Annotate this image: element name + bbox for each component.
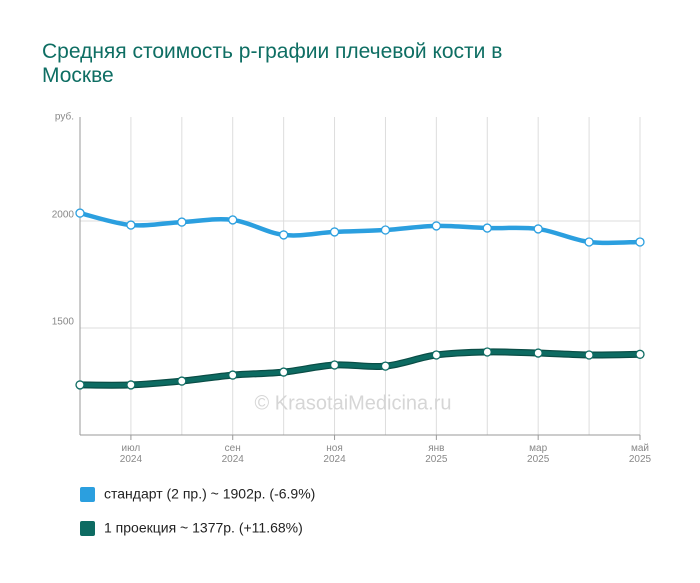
legend-swatch bbox=[80, 487, 95, 502]
point bbox=[126, 380, 136, 390]
legend-label: стандарт (2 пр.) ~ 1902р. (-6.9%) bbox=[104, 486, 315, 502]
x-tick-label: мар 2025 bbox=[527, 443, 550, 465]
line-outline bbox=[79, 348, 641, 389]
point bbox=[584, 350, 594, 360]
point bbox=[278, 230, 289, 240]
point bbox=[482, 347, 492, 357]
point bbox=[329, 360, 340, 370]
point bbox=[329, 227, 340, 237]
point bbox=[635, 237, 645, 247]
x-tick-label: янв 2025 bbox=[425, 443, 448, 465]
line bbox=[77, 210, 643, 246]
y-unit: руб. bbox=[55, 111, 74, 123]
point bbox=[228, 215, 238, 225]
x-tick-label: май 2025 bbox=[629, 443, 652, 465]
point bbox=[431, 221, 442, 231]
point bbox=[380, 361, 391, 371]
point bbox=[177, 217, 187, 227]
chart-title: Средняя стоимость р-графии плечевой кост… bbox=[42, 40, 502, 87]
point bbox=[75, 380, 85, 390]
point bbox=[431, 350, 442, 360]
point bbox=[584, 237, 594, 247]
y-tick-label: 2000 bbox=[52, 210, 75, 221]
point bbox=[635, 349, 645, 359]
point bbox=[380, 225, 391, 235]
point bbox=[533, 224, 543, 234]
x-tick-label: июл 2024 bbox=[120, 443, 143, 465]
point bbox=[126, 220, 136, 230]
point bbox=[533, 348, 543, 358]
y-tick-label: 1500 bbox=[52, 317, 75, 328]
x-tick-label: сен 2024 bbox=[222, 443, 245, 465]
x-tick-label: ноя 2024 bbox=[323, 443, 346, 465]
watermark: © KrasotaiMedicina.ru bbox=[254, 392, 451, 414]
point bbox=[177, 376, 187, 386]
point bbox=[278, 367, 289, 377]
point bbox=[75, 208, 85, 218]
legend-swatch bbox=[80, 521, 95, 536]
point bbox=[228, 370, 238, 380]
point bbox=[482, 223, 492, 233]
legend-label: 1 проекция ~ 1377р. (+11.68%) bbox=[104, 520, 303, 536]
